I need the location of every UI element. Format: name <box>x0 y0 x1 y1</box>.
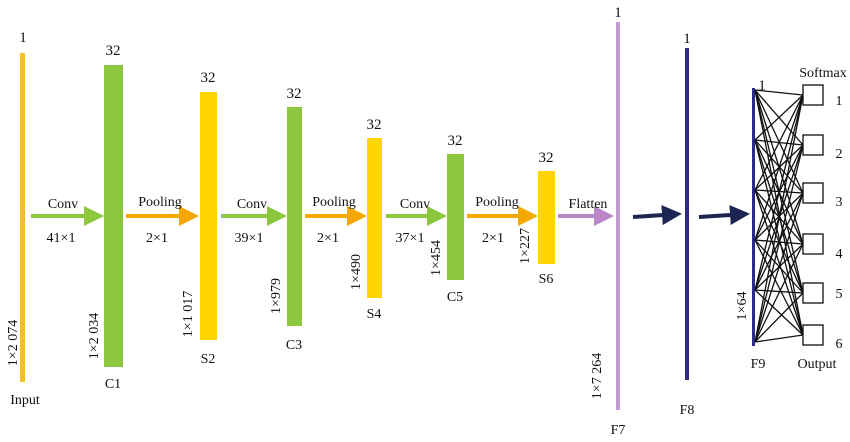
conv-label-2: Conv <box>237 197 267 212</box>
c1-layer-name: C1 <box>105 377 121 392</box>
output-node-label: 2 <box>836 147 843 162</box>
c3-layer-name: C3 <box>286 338 302 353</box>
s2-layer-bar <box>200 92 217 340</box>
input-layer-name: Input <box>10 393 40 408</box>
output-node-label: 1 <box>836 94 843 109</box>
s2-size-label: 1×1 017 <box>181 291 196 337</box>
output-node-2: 2 <box>802 134 843 162</box>
f9-channels-label: 1 <box>758 78 766 94</box>
c5-layer-name: C5 <box>447 290 463 305</box>
flatten-label: Flatten <box>569 197 608 212</box>
s4-layer-bar <box>367 138 382 298</box>
f7-size-label: 1×7 264 <box>590 353 605 399</box>
pooling-label-1: Pooling <box>138 195 182 210</box>
output-node-3: 3 <box>802 182 843 210</box>
c3-layer-bar <box>287 107 302 326</box>
pooling-label-3: Pooling <box>475 195 519 210</box>
f7-channels-label: 1 <box>614 5 622 21</box>
s2-channels-label: 32 <box>201 70 216 86</box>
fc-connection-lines <box>754 89 804 343</box>
input-channels-label: 1 <box>19 30 27 46</box>
s4-channels-label: 32 <box>367 117 382 133</box>
softmax-label: Softmax <box>799 66 846 81</box>
c3-channels-label: 32 <box>287 86 302 102</box>
conv-param-3: 37×1 <box>396 231 425 246</box>
f9-size-label: 1×64 <box>735 292 750 321</box>
pooling-param-1: 2×1 <box>146 231 168 246</box>
output-node-1: 1 <box>802 84 843 109</box>
s6-channels-label: 32 <box>539 150 554 166</box>
f7-layer-bar <box>616 22 620 410</box>
c1-layer-bar <box>104 65 123 367</box>
s6-layer-name: S6 <box>539 272 554 287</box>
output-node-6: 6 <box>802 324 843 352</box>
c3-size-label: 1×979 <box>269 278 284 314</box>
s6-size-label: 1×227 <box>518 228 533 264</box>
s4-layer-name: S4 <box>367 307 382 322</box>
conv-param-2: 39×1 <box>235 231 264 246</box>
dense-arrow-1 <box>632 205 682 226</box>
output-label: Output <box>798 357 837 372</box>
s6-layer-bar <box>538 171 555 264</box>
output-node-label: 6 <box>836 337 843 352</box>
output-node-label: 4 <box>836 247 843 262</box>
output-node-4: 4 <box>802 233 843 262</box>
c5-layer-bar <box>447 154 464 280</box>
output-node-5: 5 <box>802 282 843 304</box>
f8-layer-bar <box>685 48 689 380</box>
pooling-label-2: Pooling <box>312 195 356 210</box>
conv-label-3: Conv <box>400 197 430 212</box>
f8-channels-label: 1 <box>683 31 691 47</box>
f8-layer-name: F8 <box>680 403 695 418</box>
input-layer-bar <box>20 53 25 382</box>
c1-channels-label: 32 <box>106 43 121 59</box>
conv-label-1: Conv <box>48 197 78 212</box>
f9-layer-bar <box>752 88 755 346</box>
pooling-param-3: 2×1 <box>482 231 504 246</box>
output-node-label: 3 <box>836 195 843 210</box>
s2-layer-name: S2 <box>201 352 216 367</box>
c5-size-label: 1×454 <box>429 240 444 276</box>
s4-size-label: 1×490 <box>349 254 364 290</box>
output-node-label: 5 <box>836 287 843 302</box>
input-size-label: 1×2 074 <box>6 320 21 366</box>
f9-layer-name: F9 <box>751 357 766 372</box>
c5-channels-label: 32 <box>448 133 463 149</box>
pooling-param-2: 2×1 <box>317 231 339 246</box>
conv-param-1: 41×1 <box>47 231 76 246</box>
dense-arrow-2 <box>698 205 750 225</box>
f7-layer-name: F7 <box>611 423 626 438</box>
c1-size-label: 1×2 034 <box>87 313 102 359</box>
